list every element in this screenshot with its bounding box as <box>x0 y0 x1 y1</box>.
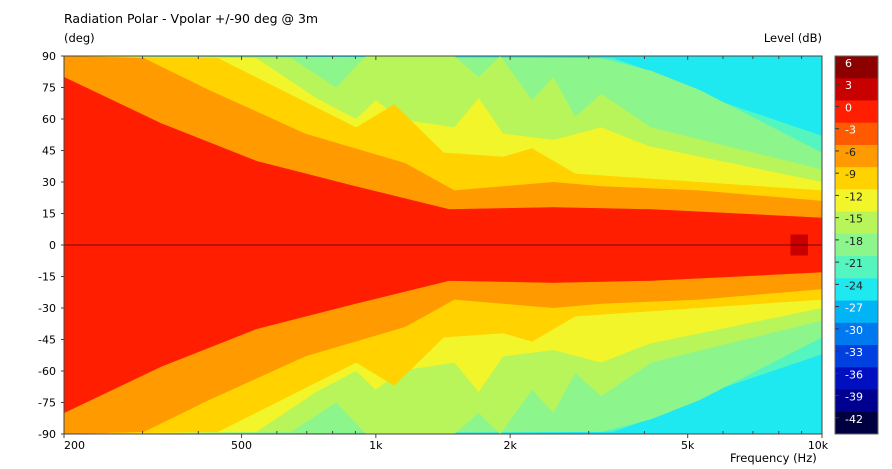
colorbar-label: Level (dB) <box>763 31 822 45</box>
colorbar-tick-label: -24 <box>845 279 863 292</box>
plot-area <box>64 56 822 434</box>
colorbar-band <box>835 56 878 79</box>
x-tick-label: 5k <box>681 439 695 452</box>
colorbar-tick-label: 6 <box>845 57 852 70</box>
colorbar-band <box>835 389 878 413</box>
colorbar-band <box>835 300 878 324</box>
colorbar-band <box>835 233 878 257</box>
y-tick-label: 45 <box>42 145 56 158</box>
colorbar-frame <box>834 55 879 435</box>
colorbar-band <box>835 100 878 124</box>
colorbar-band <box>835 345 878 368</box>
y-tick-label: 0 <box>49 239 56 252</box>
y-axis-label: (deg) <box>64 31 95 45</box>
y-tick-label: 30 <box>42 176 56 189</box>
colorbar-tick-label: -27 <box>845 302 863 315</box>
x-tick-label: 1k <box>369 439 383 452</box>
colorbar-band <box>835 367 878 391</box>
x-tick-label: 500 <box>231 439 252 452</box>
colorbar-tick-label: 3 <box>845 79 852 92</box>
y-tick-label: 90 <box>42 50 56 63</box>
colorbar-band <box>835 256 878 279</box>
y-tick-label: 75 <box>42 82 56 95</box>
colorbar-tick-label: -6 <box>845 146 856 159</box>
y-tick-label: -15 <box>38 271 56 284</box>
colorbar-tick-label: 0 <box>845 101 852 114</box>
colorbar-band <box>835 78 878 101</box>
x-tick-label: 10k <box>808 439 829 452</box>
colorbar-tick-label: -30 <box>845 324 863 337</box>
colorbar-tick-label: -18 <box>845 235 863 248</box>
colorbar-tick-label: -21 <box>845 257 863 270</box>
y-tick-label: -30 <box>38 302 56 315</box>
x-axis-label: Frequency (Hz) <box>730 451 817 465</box>
colorbar-tick-label: -36 <box>845 368 863 381</box>
x-tick-label: 2k <box>503 439 517 452</box>
y-tick-label: -75 <box>38 397 56 410</box>
colorbar-band <box>835 144 878 168</box>
y-tick-label: 15 <box>42 208 56 221</box>
colorbar-tick-label: -15 <box>845 213 863 226</box>
colorbar-band <box>835 122 878 146</box>
colorbar-band <box>835 322 878 346</box>
y-tick-label: 60 <box>42 113 56 126</box>
y-tick-label: -90 <box>38 428 56 441</box>
colorbar-tick-label: -12 <box>845 190 863 203</box>
colorbar-band <box>835 411 878 435</box>
colorbar-tick-label: -33 <box>845 346 863 359</box>
y-tick-label: -45 <box>38 334 56 347</box>
colorbar-tick-label: -9 <box>845 168 856 181</box>
y-tick-label: -60 <box>38 365 56 378</box>
colorbar-tick-label: -3 <box>845 124 856 137</box>
x-tick-label: 200 <box>64 439 85 452</box>
colorbar-band <box>835 167 878 190</box>
colorbar-band <box>835 278 878 302</box>
colorbar-band <box>835 189 878 213</box>
colorbar-tick-label: -42 <box>845 413 863 426</box>
colorbar-band <box>835 211 878 235</box>
chart-title: Radiation Polar - Vpolar +/-90 deg @ 3m <box>64 11 319 26</box>
colorbar-tick-label: -39 <box>845 391 863 404</box>
